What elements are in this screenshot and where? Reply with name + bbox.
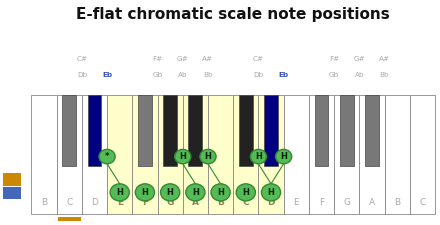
Bar (58, 217, 81, 220)
Bar (334, 94, 359, 214)
Text: A: A (192, 198, 199, 207)
Text: C#: C# (76, 56, 88, 62)
Text: F#: F# (329, 56, 339, 62)
Text: H: H (217, 188, 224, 197)
Circle shape (136, 184, 154, 201)
Circle shape (250, 149, 267, 164)
Bar (385, 94, 410, 214)
Bar (138, 94, 152, 166)
Bar (132, 94, 158, 214)
Text: F#: F# (152, 56, 163, 62)
Circle shape (211, 184, 230, 201)
Bar (359, 94, 385, 214)
Text: G: G (343, 198, 350, 207)
Text: H: H (205, 152, 211, 161)
Circle shape (236, 184, 255, 201)
Text: G#: G# (353, 56, 365, 62)
Bar (107, 94, 132, 214)
Text: C: C (242, 198, 249, 207)
Circle shape (186, 184, 205, 201)
Bar (82, 94, 107, 214)
Bar (410, 94, 435, 214)
Text: F: F (142, 198, 148, 207)
Bar (315, 94, 328, 166)
Text: A: A (369, 198, 375, 207)
Bar (340, 94, 354, 166)
Text: G: G (166, 198, 174, 207)
Text: H: H (142, 188, 148, 197)
Text: Db: Db (253, 72, 264, 78)
Circle shape (261, 184, 281, 201)
Bar (3, 187, 21, 199)
Text: E-flat chromatic scale note positions: E-flat chromatic scale note positions (76, 7, 390, 22)
Bar (239, 94, 253, 166)
Bar (264, 94, 278, 166)
Bar (208, 94, 233, 214)
Text: H: H (116, 188, 123, 197)
Bar (62, 94, 76, 166)
Text: G#: G# (177, 56, 189, 62)
Text: H: H (180, 152, 186, 161)
Text: B: B (394, 198, 400, 207)
Text: H: H (268, 188, 275, 197)
Bar (88, 94, 102, 166)
Text: C#: C# (253, 56, 264, 62)
Text: H: H (167, 188, 174, 197)
Text: Bb: Bb (203, 72, 213, 78)
Bar (188, 94, 202, 166)
Circle shape (175, 149, 191, 164)
Text: A#: A# (202, 56, 213, 62)
Text: D: D (91, 198, 98, 207)
Bar (57, 94, 82, 214)
Bar (284, 94, 309, 214)
Text: *: * (105, 152, 110, 161)
Text: E: E (293, 198, 299, 207)
Bar (365, 94, 379, 166)
Text: Eb: Eb (102, 72, 112, 78)
Text: Gb: Gb (329, 72, 339, 78)
Circle shape (99, 149, 115, 164)
Text: E: E (117, 198, 123, 207)
Text: C: C (419, 198, 425, 207)
Bar (309, 94, 334, 214)
Text: Bb: Bb (380, 72, 389, 78)
Bar (163, 94, 177, 166)
Text: A#: A# (379, 56, 390, 62)
Text: Eb: Eb (279, 72, 289, 78)
Text: C: C (66, 198, 73, 207)
Bar (158, 94, 183, 214)
Text: F: F (319, 198, 324, 207)
Text: H: H (280, 152, 287, 161)
Text: D: D (267, 198, 275, 207)
Text: Db: Db (77, 72, 87, 78)
Text: B: B (41, 198, 47, 207)
Bar (3, 173, 21, 186)
Text: H: H (192, 188, 199, 197)
Bar (31, 94, 57, 214)
Text: H: H (255, 152, 262, 161)
Circle shape (275, 149, 292, 164)
Text: H: H (242, 188, 249, 197)
Text: basicmusictheory.com: basicmusictheory.com (10, 74, 15, 142)
Bar (258, 94, 284, 214)
Circle shape (110, 184, 129, 201)
Bar (183, 94, 208, 214)
Text: B: B (217, 198, 224, 207)
Bar (233, 94, 258, 214)
Text: Ab: Ab (178, 72, 187, 78)
Circle shape (200, 149, 216, 164)
Circle shape (161, 184, 180, 201)
Text: Gb: Gb (152, 72, 163, 78)
Text: Ab: Ab (355, 72, 364, 78)
